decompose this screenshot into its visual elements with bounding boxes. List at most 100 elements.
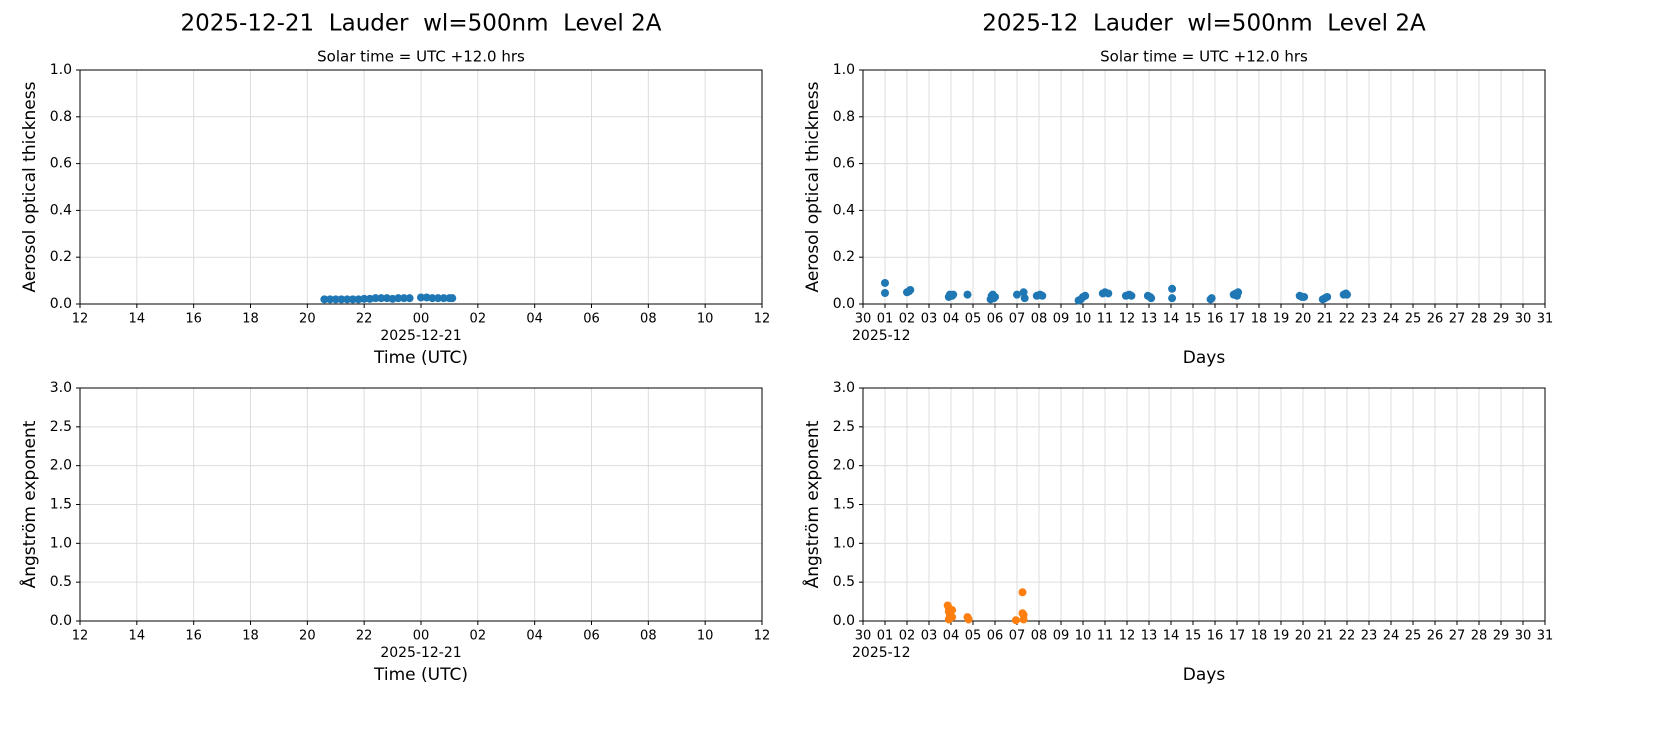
x-tick-label: 26 (1427, 629, 1444, 644)
y-tick-label: 1.0 (833, 535, 855, 551)
point (448, 294, 457, 303)
y-tick-label: 3.0 (833, 380, 855, 396)
point (948, 606, 957, 615)
point (1104, 289, 1113, 298)
point (881, 289, 889, 298)
y-tick-label: 0.0 (50, 296, 72, 312)
x-tick-label: 26 (1427, 312, 1444, 327)
x-tick-label: 16 (1207, 312, 1224, 327)
x-tick-label: 17 (1229, 629, 1246, 644)
x-tick-label: 25 (1405, 312, 1422, 327)
x-tick-label: 30 (855, 312, 872, 327)
y-tick-label: 1.5 (833, 497, 855, 513)
chart-subtitle: Solar time = UTC +12.0 hrs (317, 48, 525, 66)
point (1013, 290, 1021, 299)
point (1168, 294, 1177, 303)
point (428, 294, 437, 303)
x-tick-label: 12 (754, 312, 771, 327)
x-tick-label: 16 (185, 629, 202, 644)
x-tick-label: 19 (1273, 629, 1290, 644)
point (1011, 616, 1020, 625)
x-tick-label: 20 (299, 629, 316, 644)
x-tick-label: 13 (1141, 629, 1158, 644)
x-tick-label: 08 (1031, 312, 1048, 327)
x-tick-label: 24 (1383, 312, 1400, 327)
y-tick-label: 2.0 (833, 458, 855, 474)
x-tick-label: 22 (1339, 629, 1356, 644)
x-tick-label: 12 (72, 312, 89, 327)
y-tick-label: 0.4 (833, 202, 855, 218)
x-tick-label: 20 (299, 312, 316, 327)
point (1127, 291, 1136, 300)
point (906, 285, 915, 294)
x-tick-label: 10 (1075, 312, 1092, 327)
x-tick-label: 30 (1515, 312, 1532, 327)
x-tick-label: 23 (1361, 312, 1378, 327)
x-axis-label: Days (1183, 665, 1226, 685)
y-tick-label: 0.8 (833, 109, 855, 125)
chart-title: 2025-12 Lauder wl=500nm Level 2A (982, 11, 1426, 37)
y-tick-label: 2.5 (833, 419, 855, 435)
y-tick-label: 0.8 (50, 109, 72, 125)
x-tick-label: 15 (1185, 629, 1202, 644)
x-tick-label: 04 (943, 629, 960, 644)
x-tick-label: 00 (413, 312, 430, 327)
x-tick-label: 16 (185, 312, 202, 327)
x-tick-label: 02 (899, 312, 916, 327)
x-tick-label: 21 (1317, 629, 1334, 644)
x-tick-label: 04 (943, 312, 960, 327)
x-tick-label: 22 (356, 629, 373, 644)
x-tick-label: 29 (1493, 312, 1510, 327)
x-tick-label: 27 (1449, 312, 1466, 327)
x-tick-label: 08 (640, 629, 657, 644)
x-tick-label: 14 (1163, 312, 1180, 327)
x-tick-label: 02 (470, 312, 487, 327)
x-tick-label: 30 (1515, 629, 1532, 644)
point (1234, 288, 1243, 297)
x-axis-label: Time (UTC) (373, 348, 468, 368)
x-tick-label: 10 (697, 312, 714, 327)
x-tick-label: 16 (1207, 629, 1224, 644)
x-offset-label: 2025-12 (852, 645, 911, 661)
x-tick-label: 10 (1075, 629, 1092, 644)
point (1147, 294, 1156, 303)
plot-frame (862, 69, 1546, 305)
x-tick-label: 09 (1053, 312, 1070, 327)
point (991, 292, 999, 301)
point (1300, 292, 1309, 301)
x-tick-label: 01 (877, 312, 894, 327)
x-tick-label: 14 (1163, 629, 1180, 644)
point (1168, 284, 1177, 293)
x-tick-label: 29 (1493, 629, 1510, 644)
x-tick-label: 09 (1053, 629, 1070, 644)
x-tick-label: 03 (921, 629, 938, 644)
x-tick-label: 12 (754, 629, 771, 644)
x-tick-label: 12 (1119, 312, 1136, 327)
y-tick-label: 1.0 (50, 535, 72, 551)
x-tick-label: 12 (72, 629, 89, 644)
x-tick-label: 23 (1361, 629, 1378, 644)
point (343, 295, 352, 304)
x-tick-label: 08 (640, 312, 657, 327)
x-tick-label: 06 (583, 629, 600, 644)
point (881, 278, 889, 287)
x-tick-label: 13 (1141, 312, 1158, 327)
x-tick-label: 20 (1295, 629, 1312, 644)
x-tick-label: 04 (526, 312, 543, 327)
x-tick-label: 01 (877, 629, 894, 644)
point (394, 294, 403, 303)
point (371, 294, 380, 303)
x-axis-label: Time (UTC) (373, 665, 468, 685)
point (1018, 588, 1027, 597)
point (399, 294, 408, 303)
x-tick-label: 06 (583, 312, 600, 327)
y-axis-label: Aerosol optical thickness (803, 81, 823, 292)
point (1081, 291, 1090, 300)
point (331, 295, 340, 304)
y-tick-label: 1.0 (50, 62, 72, 78)
x-tick-label: 18 (242, 629, 259, 644)
x-tick-label: 05 (965, 312, 982, 327)
x-tick-label: 31 (1537, 629, 1554, 644)
y-tick-label: 1.5 (50, 497, 72, 513)
y-tick-label: 0.0 (833, 613, 855, 629)
